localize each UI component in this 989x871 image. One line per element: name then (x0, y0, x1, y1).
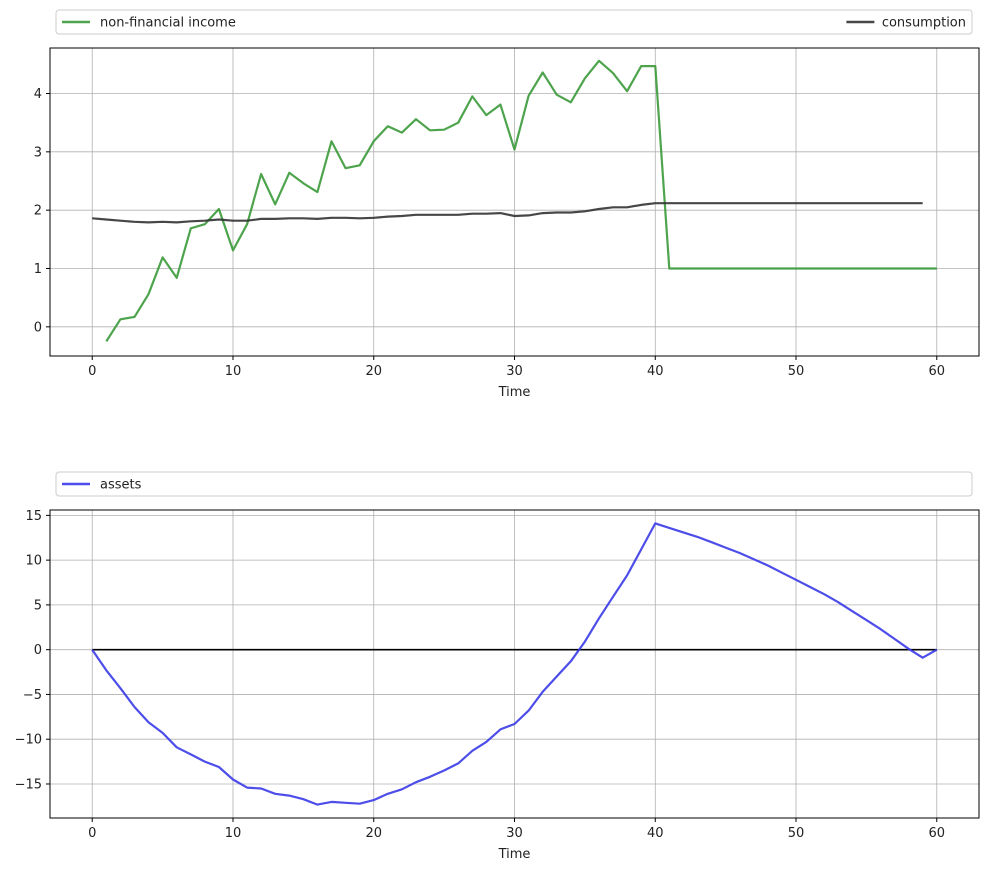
x-tick-label: 0 (88, 826, 96, 841)
y-tick-label: −5 (23, 688, 42, 703)
legend-box (55, 471, 973, 497)
legend-label-non-financial-income: non-financial income (100, 16, 236, 31)
legend-box (55, 9, 973, 35)
x-tick-label: 30 (506, 364, 523, 379)
x-tick-label: 10 (225, 826, 242, 841)
legend-label-assets: assets (100, 478, 142, 493)
x-tick-label: 60 (928, 826, 945, 841)
x-tick-label: 20 (365, 364, 382, 379)
legend-label-consumption: consumption (882, 16, 966, 31)
y-tick-label: 15 (25, 509, 42, 524)
y-tick-label: 1 (34, 262, 42, 277)
legend: assets (55, 471, 973, 497)
x-tick-label: 50 (788, 826, 805, 841)
x-tick-label: 30 (506, 826, 523, 841)
y-tick-label: 3 (34, 145, 42, 160)
assets-line (91, 522, 938, 806)
x-axis-label: Time (498, 847, 531, 862)
y-tick-label: 0 (34, 320, 42, 335)
consumption-line (92, 202, 923, 224)
x-tick-label: 50 (788, 364, 805, 379)
assets-plot: 0 10 20 30 40 50 60 −15 −10 −5 0 5 10 15 Time assets (15, 471, 980, 862)
legend: non-financial income consumption (55, 9, 973, 35)
y-tick-label: −10 (15, 733, 42, 748)
x-tick-label: 10 (225, 364, 242, 379)
x-tick-label: 0 (88, 364, 96, 379)
x-axis-label: Time (498, 385, 531, 400)
x-tick-label: 40 (647, 826, 664, 841)
y-tick-label: −15 (15, 777, 42, 792)
x-tick-label: 20 (365, 826, 382, 841)
income-consumption-plot: 0 10 20 30 40 50 60 0 1 2 3 4 Time non-financial inco… (34, 9, 980, 400)
y-tick-label: 5 (34, 598, 42, 613)
y-tick-label: 0 (34, 643, 42, 658)
y-tick-label: 2 (34, 204, 42, 219)
x-tick-label: 60 (928, 364, 945, 379)
x-tick-label: 40 (647, 364, 664, 379)
y-tick-label: 10 (25, 554, 42, 569)
non-financial-income-line (105, 59, 937, 342)
y-tick-label: 4 (34, 87, 42, 102)
